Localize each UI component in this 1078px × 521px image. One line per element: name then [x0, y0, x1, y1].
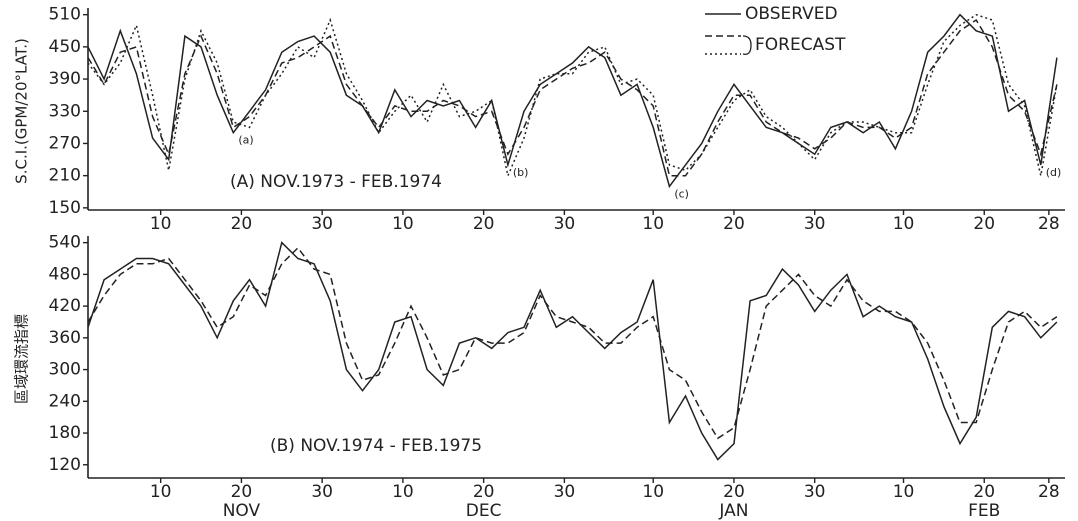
x-tick-label: 30 — [554, 214, 576, 234]
y-tick-label: 210 — [49, 166, 81, 186]
month-label: DEC — [466, 501, 502, 521]
series-line — [87, 18, 1058, 177]
y-tick-label: 120 — [49, 455, 81, 475]
panel-title: (B) NOV.1974 - FEB.1975 — [270, 436, 482, 456]
series-line — [87, 241, 1058, 461]
legend-label: OBSERVED — [745, 4, 838, 24]
y-tick-label: 240 — [49, 391, 81, 411]
y-tick-label: 180 — [49, 423, 81, 443]
y-tick-label: 510 — [49, 5, 81, 25]
y-tick-label: 420 — [49, 296, 81, 316]
y-tick-label: 450 — [49, 37, 81, 57]
x-tick-label: 20 — [231, 214, 253, 234]
series-line — [87, 13, 1058, 179]
x-tick-label: 20 — [973, 214, 995, 234]
x-tick-label: 20 — [973, 482, 995, 502]
x-tick-label: 20 — [723, 482, 745, 502]
x-tick-label: 30 — [804, 214, 826, 234]
annotation: (a) — [238, 134, 253, 147]
x-tick-label: 30 — [804, 482, 826, 502]
x-tick-label: 30 — [311, 482, 333, 502]
y-axis-label: S.C.I.(GPM/20°LAT.) — [13, 38, 31, 184]
y-tick-label: 480 — [49, 264, 81, 284]
y-tick-label: 360 — [49, 328, 81, 348]
x-tick-label: 20 — [473, 214, 495, 234]
x-tick-label: 30 — [554, 482, 576, 502]
y-axis-label: 區域環流指標 — [13, 314, 31, 404]
legend-brace — [742, 35, 752, 55]
annotation: (d) — [1046, 166, 1062, 179]
y-tick-label: 390 — [49, 69, 81, 89]
y-tick-label: 270 — [49, 133, 81, 153]
x-tick-label: 20 — [231, 482, 253, 502]
legend-label: FORECAST — [755, 35, 846, 55]
x-tick-label: 10 — [150, 482, 172, 502]
month-label: JAN — [718, 501, 748, 521]
y-tick-label: 300 — [49, 360, 81, 380]
panel-title: (A) NOV.1973 - FEB.1974 — [230, 172, 442, 192]
x-tick-label: 30 — [311, 214, 333, 234]
x-tick-label: 10 — [642, 214, 664, 234]
series-line — [87, 246, 1058, 440]
annotation: (c) — [674, 187, 689, 200]
x-tick-label: 10 — [392, 482, 414, 502]
x-tick-label: 28 — [1038, 482, 1060, 502]
month-label: FEB — [968, 501, 1000, 521]
annotation: (b) — [513, 166, 529, 179]
x-tick-label: 10 — [893, 214, 915, 234]
x-tick-label: 20 — [723, 214, 745, 234]
x-tick-label: 10 — [392, 214, 414, 234]
x-tick-label: 10 — [150, 214, 172, 234]
y-tick-label: 330 — [49, 101, 81, 121]
series-line — [87, 13, 1058, 189]
month-label: NOV — [223, 501, 261, 521]
y-tick-label: 540 — [49, 233, 81, 253]
x-tick-label: 20 — [473, 482, 495, 502]
y-tick-label: 150 — [49, 198, 81, 218]
x-tick-label: 28 — [1038, 214, 1060, 234]
x-tick-label: 10 — [642, 482, 664, 502]
x-tick-label: 10 — [893, 482, 915, 502]
